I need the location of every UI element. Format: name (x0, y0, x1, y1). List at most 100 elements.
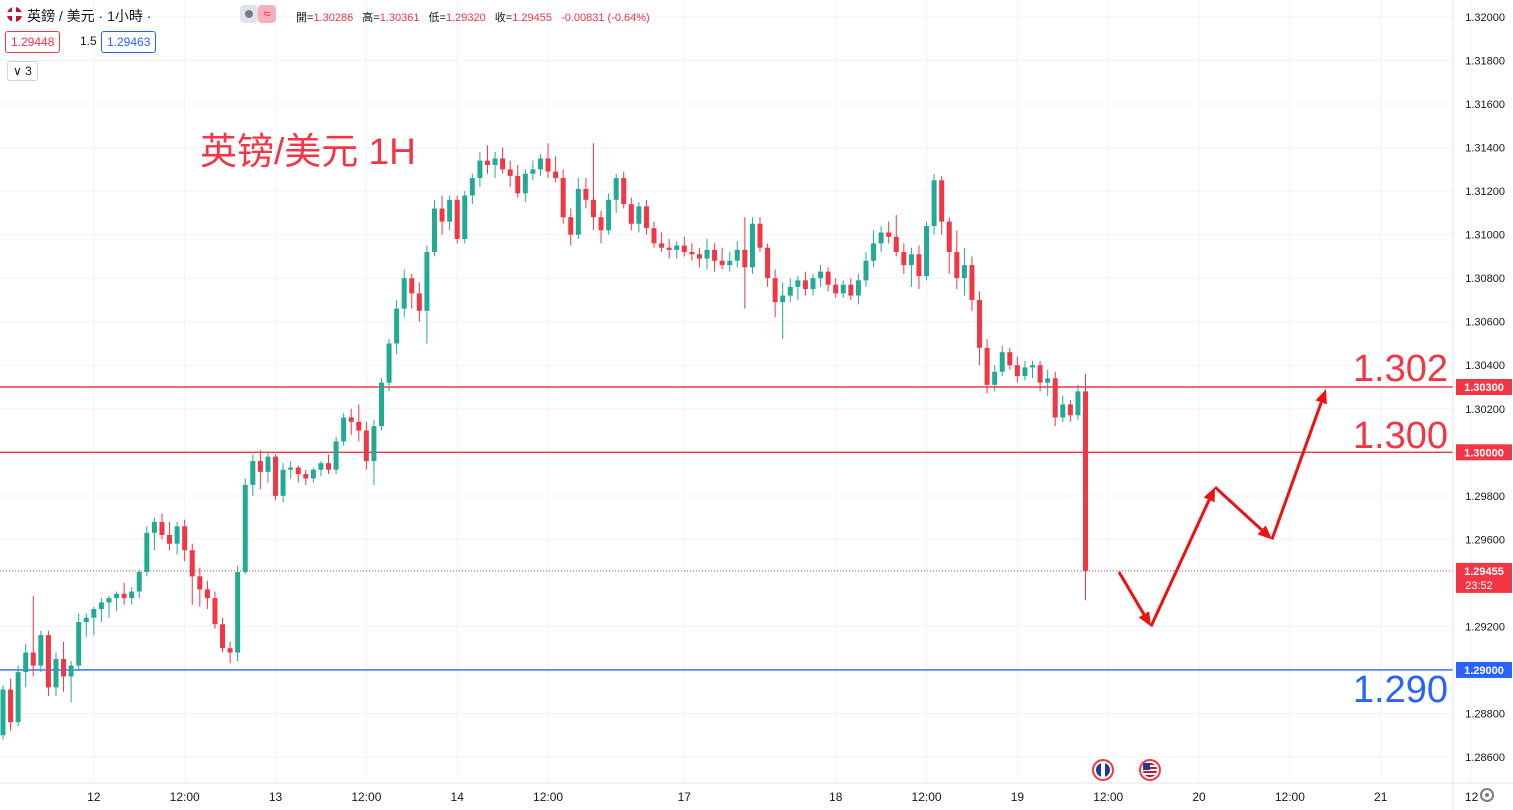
candle-body (598, 217, 604, 231)
candle-body (659, 243, 665, 248)
candle-body (939, 180, 945, 222)
candle-body (159, 521, 165, 535)
price-tick-label: 1.32000 (1465, 12, 1505, 24)
candle-body (1075, 391, 1081, 416)
chart-title-annotation: 英镑/美元 1H (200, 131, 416, 172)
candle-body (946, 221, 952, 253)
candle-body (818, 271, 824, 279)
time-tick-label: 12:00 (1275, 790, 1305, 804)
candle-body (840, 284, 846, 294)
high-value: 1.30361 (379, 12, 420, 24)
us-event-flag-icon[interactable] (1139, 759, 1161, 781)
market-status-icon[interactable] (240, 5, 258, 23)
close-label: 收= (494, 12, 513, 24)
candle-body (447, 199, 453, 222)
candle-body (280, 469, 286, 496)
ohlc-readout: 開=1.30286 高=1.30361 低=1.29320 收=1.29455 … (296, 9, 656, 25)
candle-body (727, 260, 733, 266)
candle-body (257, 461, 263, 472)
time-tick-label: 14 (451, 790, 465, 804)
candle-body (220, 624, 226, 649)
candle-body (704, 249, 710, 259)
candle-body (265, 456, 271, 472)
candle-body (1060, 404, 1066, 418)
candle-body (1052, 378, 1058, 418)
candle-body (908, 254, 914, 266)
time-tick-label: 19 (1011, 790, 1025, 804)
candlestick-series (0, 143, 1089, 740)
projection-arrow-shaft (1270, 401, 1323, 540)
candle-body (61, 659, 67, 677)
buy-button[interactable]: 1.29463 (101, 31, 157, 53)
candle-body (924, 225, 930, 276)
candle-body (484, 160, 490, 165)
symbol-title[interactable]: 英鎊 / 美元 · 1小時 · (27, 8, 152, 24)
candle-body (151, 521, 157, 533)
gb-event-flag-icon[interactable] (1092, 759, 1114, 781)
time-tick-label: 12:00 (351, 790, 381, 804)
candle-body (795, 280, 801, 287)
candle-body (628, 204, 634, 224)
candle-body (167, 535, 173, 544)
price-levels (0, 386, 1453, 671)
candle-body (537, 158, 543, 170)
price-tag-1290-text: 1.29000 (1464, 665, 1504, 677)
candle-body (379, 382, 384, 427)
candle-body (931, 180, 937, 226)
candle-body (492, 158, 498, 165)
candle-body (1030, 365, 1036, 368)
candle-body (318, 463, 324, 470)
candle-body (742, 249, 748, 268)
price-tick-label: 1.31600 (1465, 99, 1505, 111)
candle-body (507, 169, 513, 176)
projection-arrow-shaft (1149, 499, 1211, 628)
candle-body (765, 247, 771, 279)
candle-body (1037, 365, 1043, 383)
time-tick-label: 18 (829, 790, 843, 804)
level-label-1290: 1.290 (1353, 669, 1448, 711)
high-label: 高= (362, 12, 380, 24)
candle-body (613, 178, 619, 200)
candle-body (999, 352, 1005, 372)
spread-value: 1.5 (75, 31, 102, 51)
candle-body (431, 208, 437, 253)
candle-body (522, 173, 528, 194)
open-label: 開= (296, 12, 314, 24)
candle-body (250, 461, 256, 485)
candle-body (348, 417, 354, 422)
candle-body (961, 265, 967, 279)
projection-arrow-shaft (1213, 486, 1263, 532)
wave-mode-icon[interactable]: ≈ (258, 5, 276, 23)
candle-body (38, 635, 44, 666)
candle-body (1007, 352, 1013, 366)
candle-body (606, 199, 612, 231)
candle-body (871, 243, 877, 261)
candle-body (0, 689, 6, 736)
candle-body (666, 247, 672, 250)
candle-body (1067, 404, 1073, 416)
candle-body (326, 463, 332, 470)
candle-body (855, 280, 861, 296)
candle-body (83, 617, 89, 623)
projection-arrow-head (1257, 525, 1272, 540)
indicators-toggle[interactable]: ∨ 3 (7, 61, 38, 81)
time-tick-label: 12:00 (912, 790, 942, 804)
candle-body (568, 217, 574, 235)
candle-body (1014, 365, 1020, 377)
candle-body (288, 467, 294, 470)
candle-body (121, 593, 127, 599)
gear-icon[interactable] (1480, 788, 1494, 802)
time-tick-label: 17 (678, 790, 692, 804)
countdown-text: 23:52 (1465, 580, 1493, 592)
candle-body (977, 299, 983, 348)
sell-button[interactable]: 1.29448 (5, 31, 61, 53)
projection-arrow-head (1315, 389, 1327, 405)
candle-body (1045, 378, 1051, 383)
candle-body (144, 532, 150, 572)
candle-body (893, 236, 899, 253)
candle-body (810, 278, 816, 290)
candle-body (227, 648, 233, 653)
price-tick-label: 1.29800 (1465, 491, 1505, 503)
price-axis: 1.32000 1.31800 1.31600 1.31400 1.31200 1.310… (1452, 0, 1505, 810)
